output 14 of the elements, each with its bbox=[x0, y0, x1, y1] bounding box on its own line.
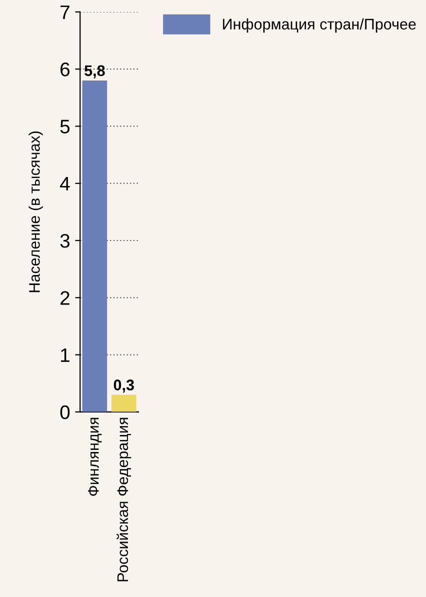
legend-label: Информация стран/Прочее bbox=[223, 18, 416, 33]
y-tick-label: 7 bbox=[60, 6, 70, 19]
y-tick-label: 6 bbox=[60, 62, 70, 76]
x-tick-label: Финляндия bbox=[88, 418, 102, 496]
x-tick-label: Российская Федерация bbox=[116, 418, 132, 582]
y-axis-title: Население (в тысячах) bbox=[28, 131, 43, 292]
y-tick-label: 2 bbox=[60, 291, 70, 305]
y-tick-label: 0 bbox=[60, 405, 70, 420]
y-tick-label: 4 bbox=[60, 177, 70, 190]
y-tick-label: 1 bbox=[61, 348, 70, 362]
data-label: 5,8 bbox=[84, 65, 105, 78]
y-tick-label: 5 bbox=[60, 120, 70, 134]
y-tick-label: 3 bbox=[60, 234, 70, 248]
data-label: 0,3 bbox=[114, 380, 134, 393]
